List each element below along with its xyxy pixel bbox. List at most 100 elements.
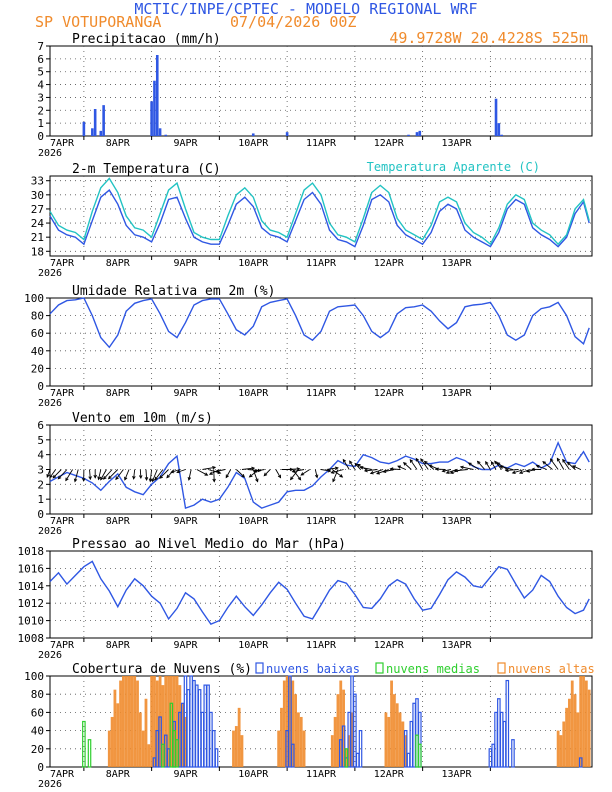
wind-arrow	[342, 459, 350, 470]
wind-arrow	[390, 468, 401, 470]
wind-arrow-head	[542, 460, 547, 465]
wind-arrow	[326, 467, 339, 470]
pressure-line	[49, 560, 590, 625]
wind-arrow	[556, 458, 565, 470]
wind-arrow-head	[549, 458, 554, 463]
x-tick-label: 12APR	[374, 258, 405, 269]
cloud-high-bar	[570, 680, 574, 767]
wind-arrow-head	[65, 477, 69, 482]
cloud-high-bar	[280, 707, 283, 767]
wind-arrow	[207, 469, 221, 474]
wind-arrow-head	[327, 468, 332, 473]
y-tick-label: 1012	[18, 597, 45, 610]
y-tick-label: 60	[31, 706, 44, 719]
wind-arrow-head	[342, 458, 347, 463]
cloud-high-bar	[291, 680, 295, 767]
wind-arrow	[49, 469, 57, 478]
wind-arrow-head	[428, 464, 433, 468]
wind-arrow-head	[253, 469, 258, 473]
precip-bar	[82, 121, 86, 136]
cloud-high-bar	[568, 698, 571, 767]
x-tick-label: 13APR	[441, 516, 472, 527]
y-tick-label: 2	[37, 104, 44, 117]
wind-arrow-head	[494, 460, 498, 465]
wind-arrow	[542, 461, 553, 470]
precip-bar	[99, 130, 103, 136]
panel-title: 2-m Temperatura (C)	[72, 162, 221, 177]
apparent-temp-line	[49, 177, 590, 246]
wind-arrow-head	[562, 458, 566, 463]
precip-bar	[407, 134, 410, 136]
wind-arrow	[454, 469, 468, 472]
cloud-high-bar	[277, 730, 281, 767]
wind-arrow-head	[496, 462, 501, 466]
cloud-mid-bar	[418, 743, 422, 768]
wind-arrow	[292, 469, 305, 473]
y-tick-label: 1014	[18, 580, 45, 593]
precip-bar	[155, 55, 159, 136]
cloud-high-bar	[153, 676, 156, 767]
x-tick-label: 13APR	[441, 258, 472, 269]
x-tick-label: 13APR	[441, 640, 472, 651]
precip-bar	[91, 128, 94, 136]
precip-bar	[494, 98, 498, 136]
y-tick-label: 33	[31, 175, 44, 188]
wind-arrow-head	[138, 475, 143, 480]
wind-arrow-head	[339, 474, 344, 478]
cloud-high-bar	[285, 676, 289, 767]
cloud-high-bar	[336, 694, 340, 767]
panel-title: Pressao ao Nivel Medio do Mar (hPa)	[72, 537, 346, 552]
station-name: SP VOTUPORANGA	[35, 13, 161, 31]
precip-bar	[251, 133, 255, 136]
wind-arrow-head	[124, 476, 128, 481]
cloud-high-bar	[167, 676, 170, 767]
wind-arrow-head	[556, 457, 561, 462]
cloud-high-bar	[184, 716, 187, 767]
wind-arrow	[415, 458, 424, 470]
cloud-high-bar	[339, 680, 343, 767]
wind-arrow-head	[148, 478, 153, 483]
wind-arrow	[505, 469, 519, 471]
x-tick-label: 8APR	[106, 258, 131, 269]
wind-arrow	[52, 469, 62, 479]
wind-arrow-head	[166, 474, 170, 479]
wind-arrow	[275, 469, 281, 478]
cloud-high-bar	[392, 694, 396, 767]
cloud-high-bar	[587, 689, 591, 767]
panel-6: 0 20 40 60 80 100 7APR 8APR 9APR 10APR 11APR 12APR 1…	[24, 662, 595, 790]
wind-arrow-head	[100, 476, 104, 481]
wind-arrow-head	[212, 466, 217, 470]
x-tick-label: 13APR	[441, 388, 472, 399]
wind-arrow-head	[504, 468, 509, 473]
cloud-high-bar	[347, 735, 351, 767]
y-tick-label: 20	[31, 362, 44, 375]
cloud-high-bar	[282, 680, 286, 767]
x-year-label: 2026	[38, 148, 62, 159]
wind-arrow-head	[441, 469, 446, 473]
wind-arrow-head	[132, 475, 136, 480]
cloud-high-bar	[342, 689, 345, 767]
cloud-high-bar	[141, 730, 145, 767]
y-tick-label: 80	[31, 310, 44, 323]
y-tick-label: 2	[37, 478, 44, 491]
wind-arrow	[409, 459, 418, 470]
cloud-mid-bar	[82, 720, 86, 768]
x-tick-label: 8APR	[106, 516, 131, 527]
wind-arrow-head	[277, 474, 282, 479]
cloud-high-bar	[573, 694, 577, 767]
cloud-high-bar	[130, 676, 134, 767]
precip-bar	[500, 134, 503, 136]
cloud-high-bar	[178, 685, 182, 767]
wind-arrow-head	[449, 470, 454, 475]
wind-arrow-head	[208, 471, 213, 475]
wind-arrow-head	[389, 467, 394, 471]
plot-frame	[49, 175, 593, 257]
temperature-line	[49, 189, 590, 248]
cloud-high-bar	[559, 735, 563, 767]
cloud-high-bar	[562, 721, 566, 767]
y-tick-label: 4	[37, 449, 44, 462]
wind-arrow	[485, 461, 491, 470]
y-tick-label: 20	[31, 743, 44, 756]
x-tick-label: 8APR	[106, 640, 131, 651]
